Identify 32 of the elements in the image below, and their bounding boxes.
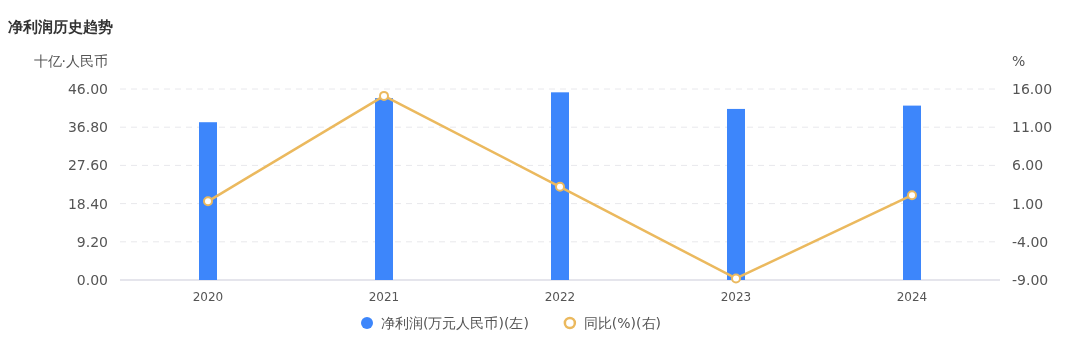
point <box>379 90 389 101</box>
chart-title: 净利润历史趋势 <box>8 18 113 36</box>
y2-tick-label: 11.00 <box>1012 119 1053 136</box>
y2-tick-label: -9.00 <box>1012 272 1049 288</box>
bar <box>199 122 217 280</box>
x-tick-label: 2023 <box>720 290 752 304</box>
y-tick-label: 18.40 <box>67 195 108 212</box>
x-tick-label: 2022 <box>544 290 576 304</box>
x-tick-label: 2021 <box>368 290 400 304</box>
y-axis-title: 十亿·人民币 <box>33 53 108 69</box>
point <box>731 273 741 284</box>
y-tick-label: 36.80 <box>67 119 108 136</box>
point <box>907 190 917 201</box>
y2-tick-label: 6.00 <box>1012 157 1044 174</box>
y-tick-label: 9.20 <box>76 233 108 250</box>
bar <box>551 92 569 280</box>
point <box>203 196 213 207</box>
y2-axis-title: % <box>1012 53 1026 69</box>
point <box>555 181 565 192</box>
x-tick-label: 2020 <box>192 290 224 304</box>
bar <box>727 108 745 280</box>
y-tick-label: 0.00 <box>76 272 108 288</box>
y2-tick-label: 16.00 <box>1012 81 1053 97</box>
y-tick-label: 27.60 <box>67 157 108 174</box>
x-tick-label: 2024 <box>896 290 928 304</box>
y-tick-label: 46.00 <box>67 81 108 97</box>
y2-tick-label: 1.00 <box>1012 195 1044 212</box>
y2-tick-label: -4.00 <box>1012 233 1049 250</box>
legend-label: 同比(%)(右) <box>583 315 662 331</box>
bar <box>375 98 393 280</box>
legend-label: 净利润(万元人民币)(左) <box>381 315 529 331</box>
bar <box>903 105 921 280</box>
